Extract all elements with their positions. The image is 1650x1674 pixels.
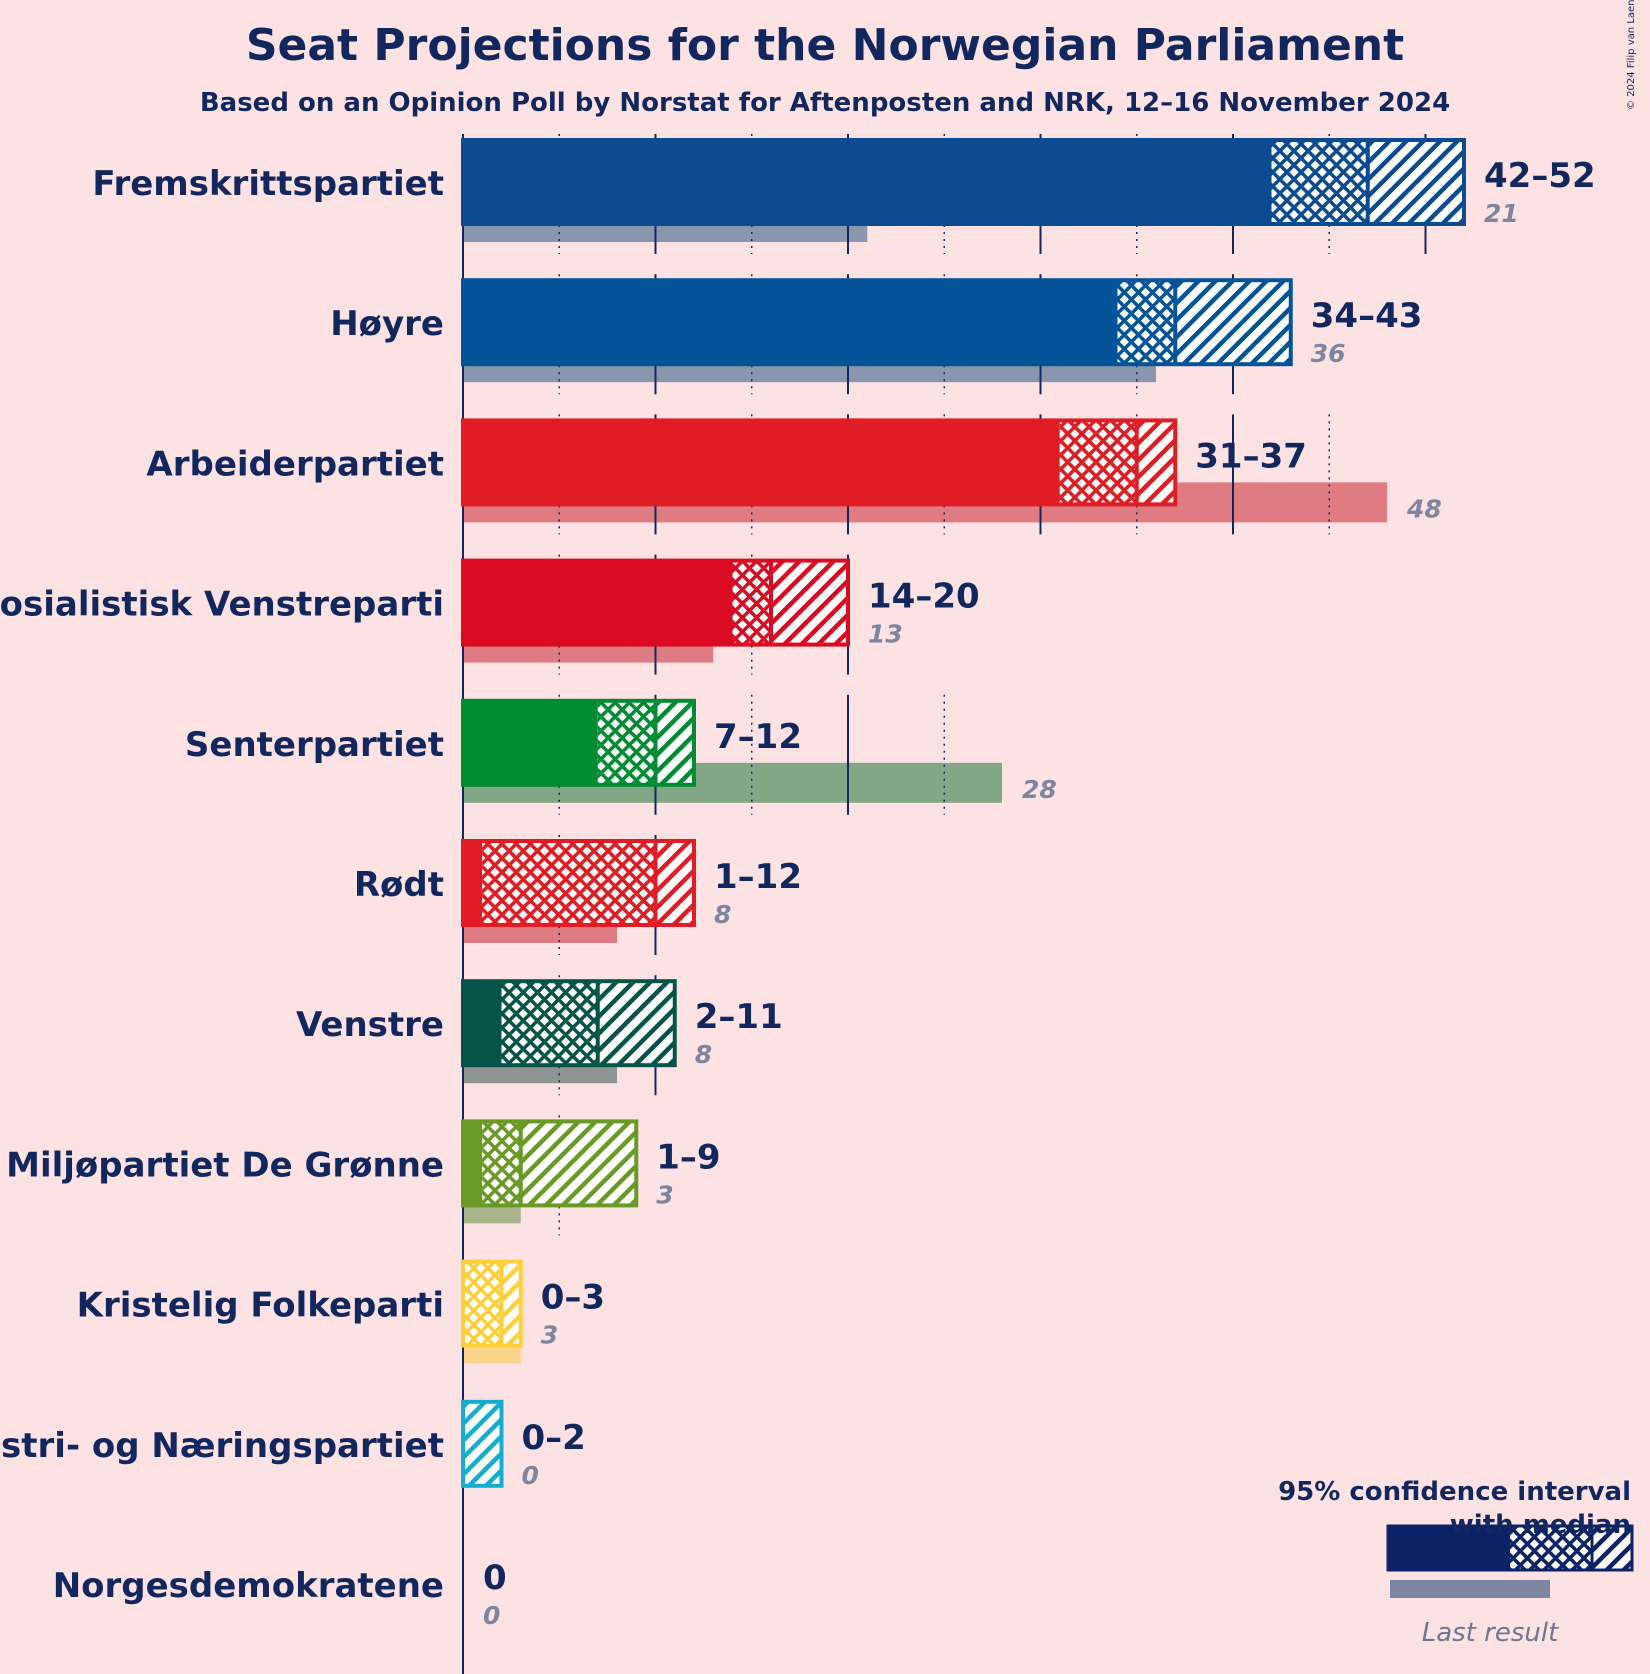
last-result-value-label: 36 bbox=[1311, 339, 1346, 368]
last-result-value-label: 28 bbox=[1022, 775, 1057, 804]
bar-outline bbox=[461, 979, 677, 1068]
seat-range-label: 7–12 bbox=[714, 717, 802, 757]
bar-crosshatch-part bbox=[463, 1261, 502, 1346]
legend-title: 95% confidence interval with median bbox=[1271, 1476, 1631, 1542]
bar-hatch-part bbox=[655, 841, 694, 925]
chart-subtitle: Based on an Opinion Poll by Norstat for … bbox=[199, 88, 1451, 118]
bar-crosshatch-part bbox=[1059, 420, 1137, 505]
party-name-label: Sosialistisk Venstreparti bbox=[0, 585, 444, 625]
legend-title-line1: 95% confidence interval bbox=[1278, 1477, 1631, 1507]
bar-hatch-part bbox=[501, 1261, 521, 1346]
bar-solid-part bbox=[463, 140, 1272, 224]
bar-outline bbox=[461, 1259, 523, 1348]
legend-hatch-part bbox=[1592, 1526, 1632, 1570]
party-name-label: Fremskrittspartiet bbox=[92, 164, 444, 204]
seat-range-label: 0 bbox=[483, 1558, 507, 1598]
party-name-label: Norgesdemokratene bbox=[53, 1566, 444, 1606]
last-result-value-label: 0 bbox=[522, 1461, 539, 1490]
bar-outline bbox=[461, 278, 1293, 367]
bar-crosshatch-part bbox=[732, 560, 771, 645]
bar-outline bbox=[461, 558, 850, 647]
seat-range-label: 42–52 bbox=[1484, 156, 1596, 196]
bar-outline bbox=[461, 839, 696, 927]
bar-hatch-part bbox=[520, 1121, 637, 1206]
legend-solid-part bbox=[1388, 1526, 1510, 1570]
projection-bars bbox=[461, 138, 1466, 1488]
last-result-value-label: 8 bbox=[695, 1040, 712, 1069]
legend-title-line2: with median bbox=[1449, 1510, 1631, 1540]
party-name-label: Rødt bbox=[354, 865, 444, 905]
bar-hatch-part bbox=[1367, 140, 1464, 224]
last-result-value-label: 0 bbox=[483, 1601, 500, 1630]
party-name-label: Miljøpartiet De Grønne bbox=[6, 1145, 444, 1185]
seat-range-label: 14–20 bbox=[868, 577, 980, 617]
bar-hatch-part bbox=[463, 1401, 502, 1486]
bar-hatch-part bbox=[597, 981, 675, 1066]
bar-crosshatch-part bbox=[1271, 140, 1368, 224]
party-name-label: Venstre bbox=[296, 1005, 444, 1045]
party-name-label: Industri- og Næringspartiet bbox=[0, 1426, 444, 1466]
seat-range-label: 0–2 bbox=[522, 1418, 586, 1458]
legend-last-result-label: Last result bbox=[1421, 1618, 1559, 1648]
seat-range-label: 1–12 bbox=[714, 857, 802, 897]
bar-solid-part bbox=[463, 981, 502, 1066]
bar-crosshatch-part bbox=[1117, 280, 1176, 365]
party-name-label: Senterpartiet bbox=[185, 725, 444, 765]
bar-crosshatch-part bbox=[482, 841, 656, 925]
bar-crosshatch-part bbox=[501, 981, 598, 1066]
seat-range-label: 31–37 bbox=[1195, 436, 1307, 476]
seat-range-label: 2–11 bbox=[695, 997, 783, 1037]
bar-solid-part bbox=[463, 560, 733, 645]
last-result-value-label: 3 bbox=[541, 1321, 558, 1350]
party-name-label: Kristelig Folkeparti bbox=[77, 1286, 444, 1326]
legend-graphic bbox=[1386, 1524, 1634, 1598]
last-result-value-label: 13 bbox=[868, 620, 903, 649]
bar-labels: Fremskrittspartiet 42–52 21 Høyre 34–43 36 Arb… bbox=[0, 156, 1596, 1630]
bar-outline bbox=[461, 138, 1466, 226]
legend-last-result-bar bbox=[1390, 1580, 1550, 1598]
bar-outline bbox=[461, 1399, 504, 1488]
bar-solid-part bbox=[463, 841, 483, 925]
bar-solid-part bbox=[463, 1121, 483, 1206]
bar-solid-part bbox=[463, 420, 1060, 505]
legend-crosshatch-part bbox=[1510, 1526, 1592, 1570]
chart-title: Seat Projections for the Norwegian Parli… bbox=[245, 20, 1405, 71]
bar-hatch-part bbox=[771, 560, 848, 645]
party-name-label: Arbeiderpartiet bbox=[146, 444, 444, 484]
last-result-value-label: 8 bbox=[714, 900, 731, 929]
legend-outline bbox=[1386, 1524, 1634, 1572]
seat-range-label: 1–9 bbox=[656, 1137, 720, 1177]
bar-solid-part bbox=[463, 280, 1118, 365]
seat-range-label: 34–43 bbox=[1311, 296, 1423, 336]
party-name-label: Høyre bbox=[330, 304, 444, 344]
bar-outline bbox=[461, 698, 696, 787]
bar-outline bbox=[461, 1119, 639, 1208]
bar-crosshatch-part bbox=[482, 1121, 521, 1206]
last-result-value-label: 21 bbox=[1484, 199, 1519, 228]
seat-range-label: 0–3 bbox=[541, 1278, 605, 1318]
bar-hatch-part bbox=[655, 700, 694, 785]
bar-hatch-part bbox=[1175, 280, 1291, 365]
bar-hatch-part bbox=[1136, 420, 1176, 505]
bar-solid-part bbox=[463, 700, 598, 785]
bar-crosshatch-part bbox=[597, 700, 656, 785]
last-result-value-label: 48 bbox=[1406, 494, 1442, 523]
last-result-value-label: 3 bbox=[656, 1180, 673, 1209]
bar-outline bbox=[461, 418, 1178, 507]
